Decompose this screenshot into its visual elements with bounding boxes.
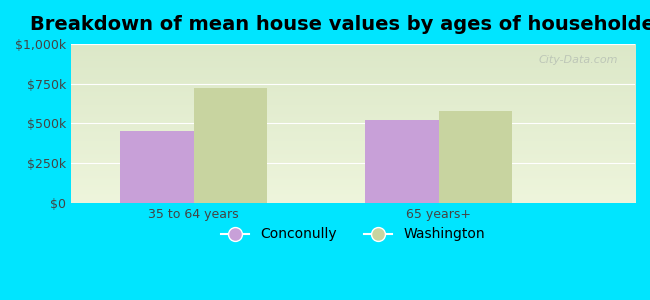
Bar	[439, 111, 512, 203]
Bar	[194, 88, 267, 203]
Title: Breakdown of mean house values by ages of householders: Breakdown of mean house values by ages o…	[30, 15, 650, 34]
Bar	[365, 120, 439, 203]
Bar	[120, 131, 194, 203]
Text: City-Data.com: City-Data.com	[539, 55, 618, 65]
Legend: Conconully, Washington: Conconully, Washington	[216, 222, 491, 247]
